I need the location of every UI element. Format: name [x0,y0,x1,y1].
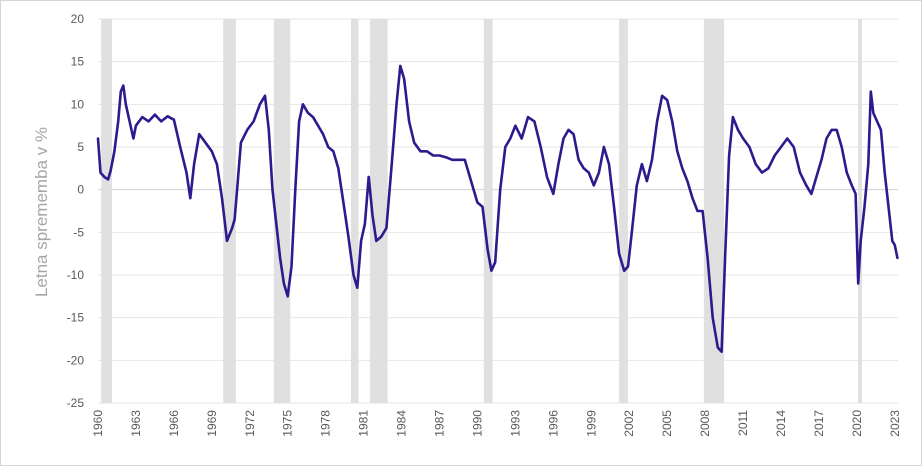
y-tick-label-4: 0 [77,183,84,197]
x-tick-label-4: 1972 [243,410,257,437]
x-tick-label-20: 2020 [850,410,864,437]
x-tick-label-15: 2005 [660,410,674,437]
recession-band-8 [858,19,862,403]
recession-band-4 [369,19,388,403]
y-tick-label-5: -5 [73,225,84,239]
x-tick-label-9: 1987 [433,410,447,437]
y-tick-label-0: 20 [71,12,85,26]
x-tick-label-19: 2017 [812,410,826,437]
recession-bands [101,19,862,403]
x-tick-label-10: 1990 [470,410,484,437]
x-tick-label-17: 2011 [736,410,750,436]
x-tick-label-0: 1960 [91,410,105,437]
x-tick-label-2: 1966 [167,410,181,437]
x-tick-label-5: 1975 [281,410,295,437]
x-tick-label-21: 2023 [888,410,902,437]
x-tick-label-14: 2002 [622,410,636,437]
y-tick-label-1: 15 [71,55,85,69]
x-tick-label-13: 1999 [584,410,598,437]
y-axis-ticks: 20 15 10 5 0 -5 -10 -15 -20 -25 [67,12,85,410]
y-tick-label-9: -25 [67,396,85,410]
recession-band-7 [703,19,725,403]
x-tick-label-12: 1996 [546,410,560,437]
y-tick-label-6: -10 [67,268,85,282]
y-tick-label-3: 5 [77,140,84,154]
x-tick-label-8: 1984 [395,410,409,437]
x-axis-ticks: 1960 1963 1966 1969 1972 1975 1978 1981 1984 1987… [91,410,902,437]
recession-band-1 [223,19,236,403]
y-axis-label: Letna sprememba v % [32,127,51,297]
y-tick-label-7: -15 [67,311,85,325]
y-tick-label-2: 10 [71,97,85,111]
y-tick-label-8: -20 [67,353,85,367]
recession-band-0 [101,19,112,403]
x-tick-label-6: 1978 [319,410,333,437]
recession-band-5 [483,19,493,403]
recession-band-2 [273,19,291,403]
series-group [96,64,899,354]
x-tick-label-16: 2008 [698,410,712,437]
recession-band-3 [350,19,359,403]
x-tick-label-3: 1969 [205,410,219,437]
x-tick-label-11: 1993 [508,410,522,437]
series-line-0 [96,64,899,354]
x-tick-label-7: 1981 [357,410,371,437]
recession-band-6 [619,19,628,403]
x-tick-label-18: 2014 [774,410,788,437]
x-tick-label-1: 1963 [129,410,143,437]
